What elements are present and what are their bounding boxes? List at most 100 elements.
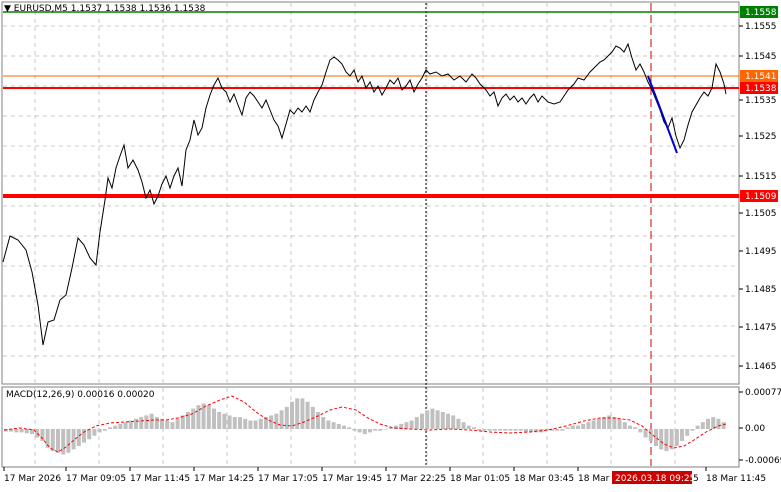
level-lines[interactable] [3,11,739,198]
macd-bar [404,422,409,429]
price-line [2,42,727,346]
macd-bar [711,417,716,429]
macd-bar [654,429,658,446]
level-price-badge [740,190,778,202]
macd-bar [414,417,419,429]
price-tick-label: 1.1475 [745,323,777,333]
macd-bar [144,415,149,429]
time-tick-label: 17 Mar 09:05 [66,474,126,484]
macd-bar [581,423,586,429]
time-tick-label: 17 Mar 22:25 [386,474,446,484]
macd-bar [643,429,648,438]
price-tick-label: 1.1545 [745,52,777,62]
macd-tick-label: 0.00 [745,424,765,434]
macd-bar [139,417,144,429]
macd-bar [399,423,404,429]
macd-bar [409,420,414,429]
macd-bar [362,429,367,435]
macd-bar [50,429,55,452]
cursor-time-label: 2026.03.18 09:25 [615,474,695,484]
macd-bar [700,422,705,429]
macd-bar [560,429,565,431]
macd-bar [19,429,24,433]
main-pane-frame [1,1,740,385]
macd-bar [134,418,138,429]
macd-tick-label: -0.00069 [745,456,781,466]
macd-bar [472,427,476,429]
macd-bar [170,422,175,429]
macd-bar [201,403,206,429]
time-tick-label: 18 Mar 03:45 [514,474,574,484]
level-price-badge [740,6,778,18]
macd-bar [570,425,575,429]
time-tick-label: 18 Mar 01:05 [450,474,510,484]
macd-signal-line [3,395,727,453]
price-tick-label: 1.1555 [745,22,777,32]
macd-bar [503,429,508,431]
macd-bar [290,401,294,429]
macd-bar [123,422,128,429]
level-price-label: 1.1509 [745,192,777,202]
macd-bar [336,423,341,429]
macd-bar [617,418,622,429]
time-tick-label: 18 Mar 11:45 [706,474,766,484]
level-price-label: 1.1538 [745,84,777,94]
macd-bar [149,413,154,429]
macd-bar [305,401,310,429]
macd-bar [596,418,601,429]
macd-bar [87,429,92,440]
macd-bar [513,429,518,431]
macd-label: MACD(12,26,9) 0.00016 0.00020 [6,390,155,400]
macd-bar [118,423,123,429]
macd-bar [45,429,50,448]
macd-bar [466,425,471,429]
macd-bar [206,405,211,429]
price-tick-label: 1.1525 [745,132,777,142]
macd-bar [674,429,679,446]
macd-bar [357,429,362,433]
macd-bar [492,429,497,431]
macd-bar [607,415,612,429]
macd-bar [550,429,554,431]
macd-bar [238,417,242,429]
macd-bar [284,406,289,429]
macd-bar [425,410,430,429]
trend-line[interactable] [647,75,678,154]
macd-bar [477,429,482,431]
time-tick-label: 17 Mar 2026 [4,474,61,484]
macd-bar [680,429,684,441]
macd-bar [316,412,320,429]
macd-bar [102,429,107,431]
macd-tick-label: 0.00077 [745,388,781,398]
macd-bar [586,422,591,429]
macd-bar [212,408,216,429]
price-scale: 1.1555 1.1545 1.1535 1.1525 1.1515 1.1505 1.14… [739,6,778,372]
macd-bar [347,427,352,429]
macd-bar [222,413,227,429]
macd-bar [555,429,560,431]
macd-bar [243,418,248,429]
price-tick-label: 1.1505 [745,209,777,219]
macd-bar [71,429,76,450]
time-tick-label: 17 Mar 14:25 [194,474,254,484]
macd-bar [565,427,570,429]
macd-bar [97,429,102,433]
macd-bar [388,427,393,429]
macd-bar [321,417,326,429]
macd-bar [264,417,268,429]
time-tick-label: 18 Mar [578,474,610,484]
macd-bar [24,429,29,434]
macd-bar [685,429,690,436]
macd-bar [191,408,196,429]
macd-bar [633,427,638,429]
grid-lines [3,3,738,466]
price-tick-label: 1.1485 [745,285,777,295]
macd-bar [461,422,466,429]
menu-arrow-icon[interactable]: ▼ [4,4,11,14]
time-axis: 17 Mar 2026 17 Mar 09:05 17 Mar 11:45 17 Ma… [3,467,766,484]
macd-bar [128,420,133,429]
macd-bar [4,429,8,432]
macd-bar [326,420,331,429]
